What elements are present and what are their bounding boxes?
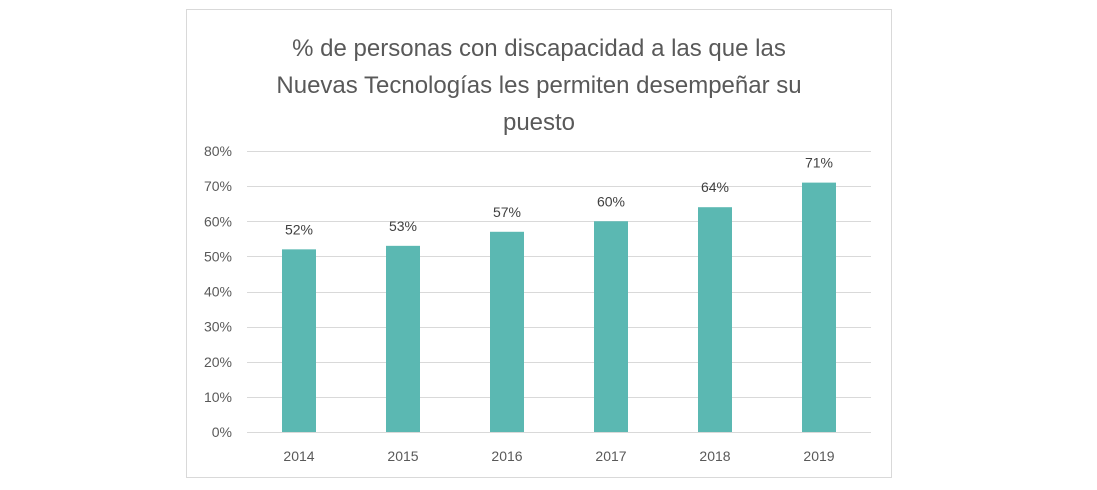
data-label-2018: 64% (701, 179, 729, 195)
y-tick-label: 30% (204, 319, 232, 335)
y-tick-label: 60% (204, 213, 232, 229)
x-tick-label-2016: 2016 (491, 448, 522, 464)
y-tick-label: 10% (204, 389, 232, 405)
bar-2016 (490, 231, 524, 432)
bars (282, 182, 836, 432)
y-tick-label: 50% (204, 248, 232, 264)
bar-2017 (594, 221, 628, 432)
data-label-2016: 57% (493, 204, 521, 220)
y-tick-label: 20% (204, 354, 232, 370)
x-tick-label-2014: 2014 (283, 448, 314, 464)
bar-2019 (802, 182, 836, 432)
gridlines (247, 151, 871, 433)
y-tick-label: 70% (204, 178, 232, 194)
bar-2018 (698, 207, 732, 432)
y-tick-label: 80% (204, 143, 232, 159)
x-axis-tick-labels: 2014 2015 2016 2017 2018 2019 (283, 448, 834, 464)
y-tick-label: 0% (212, 424, 232, 440)
bar-data-labels: 52% 53% 57% 60% 64% 71% (285, 155, 833, 238)
y-axis-tick-labels: 0% 10% 20% 30% 40% 50% 60% 70% 80% (204, 143, 232, 440)
bar-2015 (386, 245, 420, 432)
data-label-2017: 60% (597, 193, 625, 209)
x-tick-label-2018: 2018 (699, 448, 730, 464)
x-tick-label-2015: 2015 (387, 448, 418, 464)
x-tick-label-2017: 2017 (595, 448, 626, 464)
bar-2014 (282, 249, 316, 432)
y-tick-label: 40% (204, 284, 232, 300)
x-tick-label-2019: 2019 (803, 448, 834, 464)
data-label-2014: 52% (285, 221, 313, 237)
chart-title: % de personas con discapacidad a las que… (276, 35, 802, 136)
data-label-2019: 71% (805, 155, 833, 171)
data-label-2015: 53% (389, 218, 417, 234)
